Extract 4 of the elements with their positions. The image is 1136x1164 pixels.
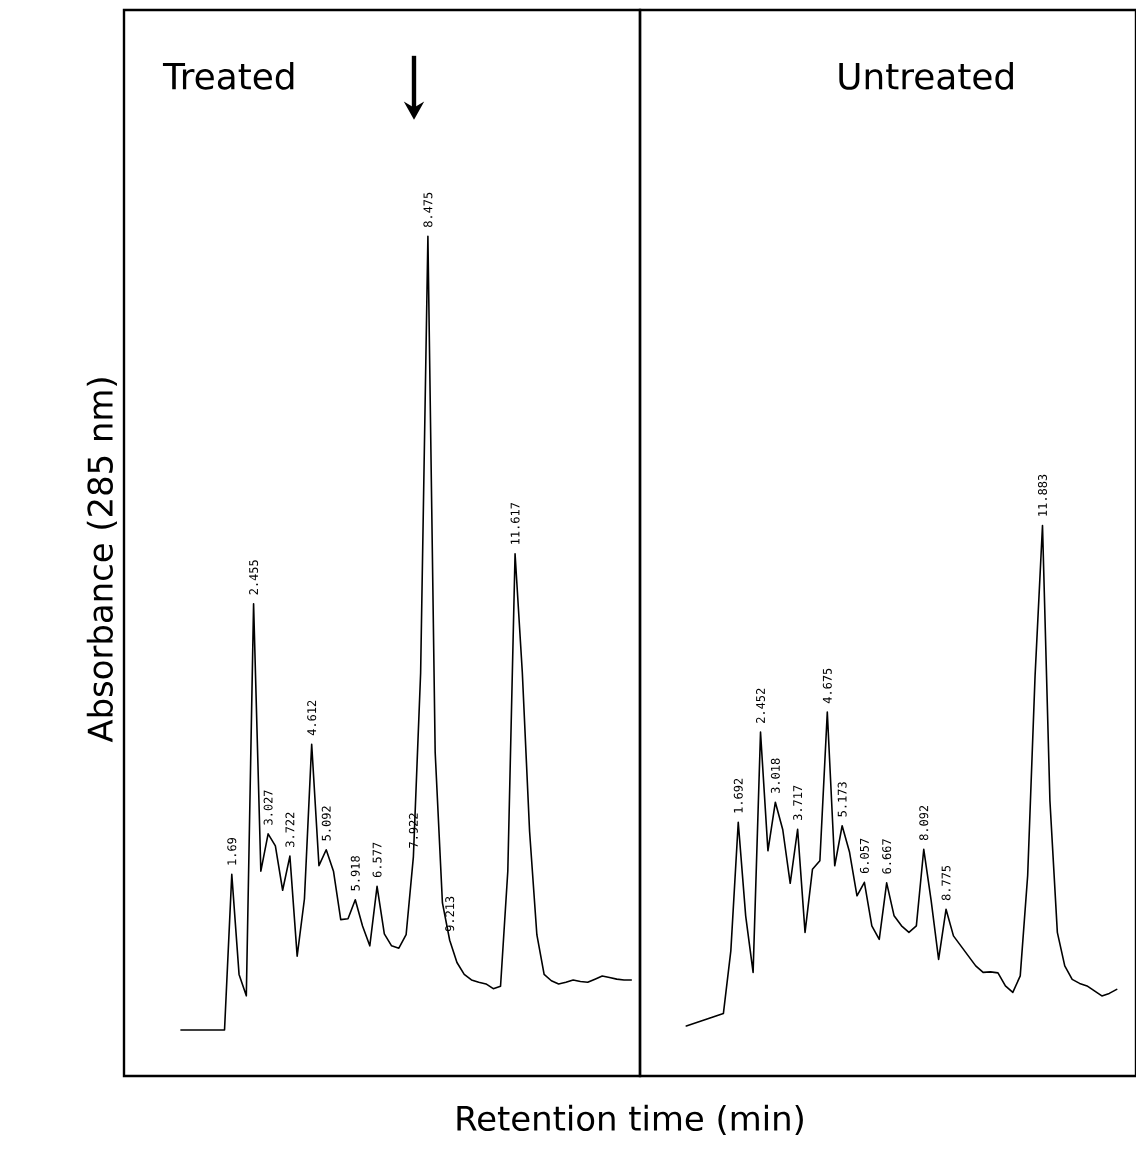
chart-title: Treated	[162, 61, 294, 90]
x-axis-title: Retention time (min)	[457, 1104, 803, 1136]
y-axis-title: Absorbance (285 nm)	[86, 378, 117, 743]
chart-title: Untreated	[839, 61, 1013, 90]
